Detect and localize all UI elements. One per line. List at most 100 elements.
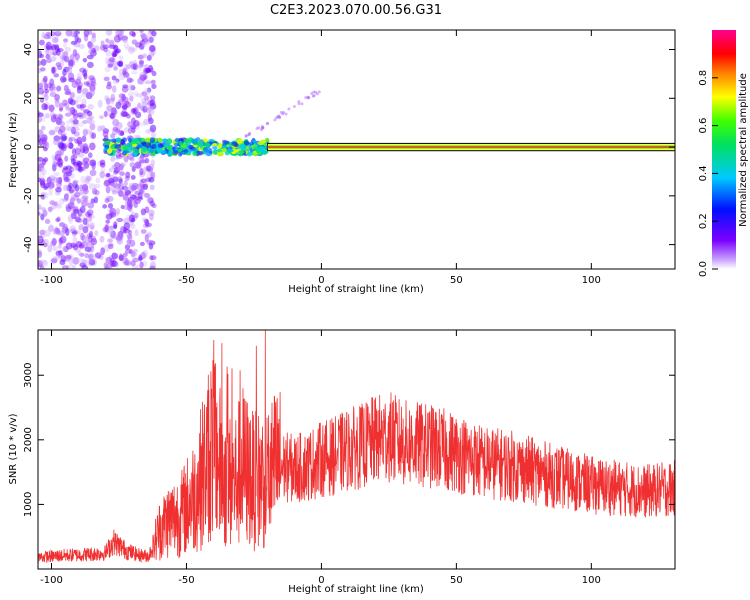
spectrogram-cell <box>120 130 125 136</box>
spectrogram-cell <box>58 176 63 185</box>
spectrogram-cell <box>138 59 145 65</box>
spectrogram-cell <box>107 226 114 233</box>
spectrogram-cell <box>131 251 138 257</box>
spectrogram-cell <box>54 201 59 207</box>
spectrogram-cell <box>113 65 118 71</box>
spectrogram-cell <box>107 63 113 68</box>
spectrogram-cell <box>149 213 154 221</box>
spectrogram-cell <box>234 143 239 148</box>
spectrogram-cell <box>113 34 121 43</box>
spectrogram-cell <box>91 32 96 39</box>
spectrogram-cell <box>139 71 146 79</box>
spectrogram-cell <box>86 175 93 182</box>
spectrogram-cell <box>103 244 111 253</box>
spectrogram-cell <box>244 134 248 138</box>
spectrogram-cell <box>148 30 155 35</box>
spectrogram-cell <box>91 47 96 54</box>
spectrogram-cell <box>94 230 99 237</box>
spectrogram-cell <box>284 112 288 116</box>
spectrogram-cell <box>67 97 74 105</box>
x-tick-label: 100 <box>582 575 601 586</box>
spectrogram-cell <box>144 157 150 164</box>
spectrogram-cell <box>143 95 150 101</box>
spectrogram-cell <box>103 180 110 187</box>
spectrogram-cell <box>63 38 68 43</box>
spectrogram-cell <box>88 213 93 219</box>
spectrogram-cell <box>145 222 152 228</box>
spectrogram-cell <box>81 241 89 249</box>
spectrogram-cell <box>88 152 93 159</box>
spectrogram-cell <box>105 49 112 57</box>
spectrogram-cell <box>121 70 127 76</box>
spectrogram-cell <box>136 183 143 191</box>
spectrogram-cell <box>49 91 57 98</box>
spectrogram-cell <box>38 138 43 147</box>
spectrogram-cell <box>40 191 47 198</box>
spectrogram-cell <box>71 230 78 235</box>
spectrogram-cell <box>75 240 83 248</box>
spectrogram-cell <box>51 154 59 161</box>
spectrogram-cell <box>110 184 117 193</box>
spectrogram-cell <box>126 233 132 240</box>
colorbar-ticks: 0.0 0.2 0.4 0.6 0.8 <box>698 70 718 277</box>
spectrogram-cell <box>61 236 66 243</box>
spectrogram-cell <box>88 42 94 49</box>
spectrogram-cell <box>112 210 120 217</box>
spectrogram-cell <box>282 110 286 114</box>
spectrogram-cell <box>111 181 118 188</box>
spectrogram-cell <box>148 64 154 73</box>
spectrogram-cell <box>76 76 82 81</box>
spectrogram-cell <box>129 194 137 200</box>
spectrogram-cell <box>123 154 129 163</box>
spectrogram-cell <box>247 132 251 136</box>
spectrogram-cell <box>38 250 43 258</box>
x-tick-label: -50 <box>178 275 194 286</box>
spectrogram-cell <box>53 176 59 184</box>
spectrogram-cell <box>89 53 94 60</box>
spectrogram-cell <box>55 203 62 209</box>
spectrogram-cell <box>113 224 118 230</box>
spectrogram-cell <box>118 68 125 76</box>
spectrogram-cell <box>126 198 132 207</box>
spectrogram-cell <box>246 133 250 137</box>
spectrogram-cell <box>48 104 56 113</box>
spectrogram-cell <box>227 148 234 153</box>
spectrogram-cell <box>38 112 44 118</box>
spectrogram-cell <box>149 184 155 191</box>
spectrogram-cell <box>74 58 79 63</box>
spectrogram-cell <box>74 216 81 223</box>
spectrogram-cell <box>105 57 110 65</box>
spectrogram-cell <box>51 30 57 34</box>
spectrogram-cell <box>115 30 123 37</box>
spectrogram-cell <box>99 235 105 243</box>
spectrogram-cell <box>82 188 89 195</box>
spectrogram-cell <box>142 250 149 258</box>
spectrogram-cell <box>81 195 89 200</box>
spectrogram-cell <box>161 138 167 142</box>
spectrogram-cell <box>131 152 138 156</box>
spectrogram-cell <box>121 104 128 110</box>
spectrogram-cell <box>59 125 66 133</box>
x-tick-label: 100 <box>582 275 601 286</box>
spectrogram-cell <box>59 149 65 157</box>
spectrogram-cell <box>141 260 148 268</box>
spectrogram-cell <box>118 55 124 61</box>
spectrogram-cell <box>70 212 77 220</box>
spectrogram-cell <box>76 136 83 145</box>
spectrogram-cell <box>55 187 62 193</box>
spectrogram-cell <box>123 100 130 106</box>
spectrogram-cell <box>144 218 150 227</box>
spectrogram-cell <box>138 156 145 164</box>
spectrogram-cell <box>105 219 111 224</box>
spectrogram-cell <box>87 117 93 124</box>
y-tick-label: 2000 <box>23 427 34 452</box>
spectrogram-cell <box>40 134 48 143</box>
spectrogram-cell <box>130 223 136 230</box>
spectrogram-cell <box>79 262 87 268</box>
spectrogram-cell <box>137 77 145 85</box>
spectrogram-cell <box>111 190 119 195</box>
spectrogram-cell <box>41 168 47 176</box>
spectrogram-cell <box>149 200 155 207</box>
spectrogram-cell <box>88 230 94 238</box>
spectrogram-cell <box>79 104 87 109</box>
